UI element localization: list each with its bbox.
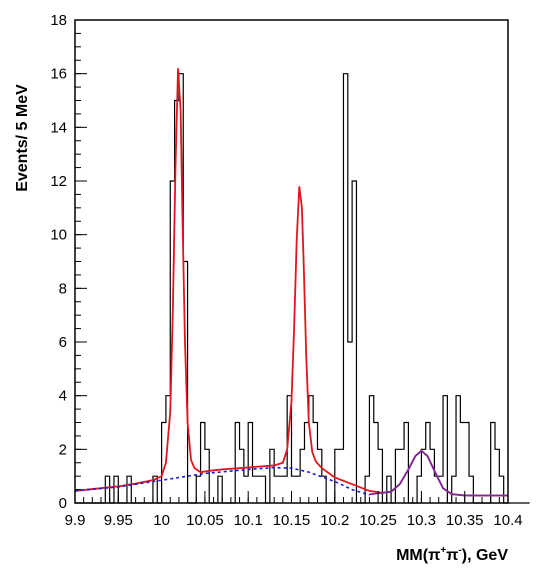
plot-area bbox=[74, 19, 530, 504]
y-tick-label: 2 bbox=[59, 441, 67, 458]
y-axis: 0 2 4 6 8 10 12 14 16 18 bbox=[50, 12, 87, 512]
y-tick-label: 14 bbox=[50, 119, 67, 136]
y-tick-label: 10 bbox=[50, 227, 67, 244]
y-tick-label: 8 bbox=[59, 280, 67, 297]
y-tick-label: 18 bbox=[50, 12, 67, 29]
series-1-line bbox=[74, 466, 370, 496]
x-tick-label: 10 bbox=[153, 512, 170, 529]
x-axis-title: MM(π+π-), GeV bbox=[396, 545, 508, 564]
y-tick-label: 16 bbox=[50, 66, 67, 83]
x-tick-label: 9.9 bbox=[65, 512, 86, 529]
y-tick-label: 6 bbox=[59, 334, 67, 351]
x-tick-label: 10.3 bbox=[407, 512, 436, 529]
x-tick-label: 10.35 bbox=[446, 512, 484, 529]
x-tick-label: 10.2 bbox=[320, 512, 349, 529]
data-histogram bbox=[75, 73, 530, 504]
series-2-line bbox=[369, 449, 508, 497]
x-axis: 9.9 9.95 10 10.05 10.1 10.15 10.2 10.25 10.3 10.3… bbox=[65, 491, 523, 529]
x-tick-label: 10.05 bbox=[186, 512, 224, 529]
y-tick-label: 0 bbox=[59, 495, 67, 512]
y-tick-label: 12 bbox=[50, 173, 67, 190]
x-tick-label: 10.25 bbox=[359, 512, 397, 529]
x-tick-label: 9.95 bbox=[104, 512, 133, 529]
x-tick-label: 10.1 bbox=[234, 512, 263, 529]
x-tick-label: 10.15 bbox=[273, 512, 311, 529]
y-tick-label: 4 bbox=[59, 388, 67, 405]
x-tick-label: 10.4 bbox=[493, 512, 522, 529]
y-axis-title: Events/ 5 MeV bbox=[14, 84, 31, 192]
